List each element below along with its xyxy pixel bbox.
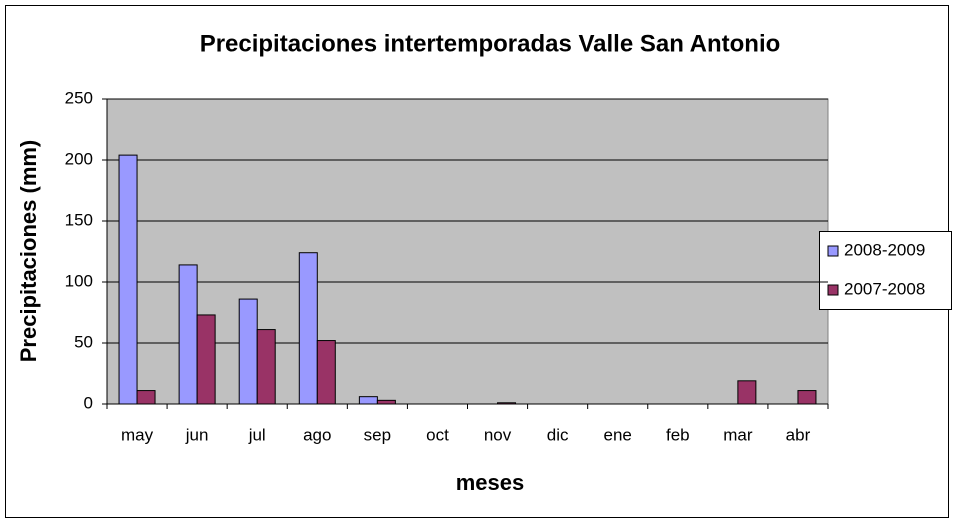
bar bbox=[178, 264, 198, 405]
x-axis-title: meses bbox=[456, 470, 525, 495]
x-tick-label: nov bbox=[484, 425, 512, 444]
x-tick-label: sep bbox=[364, 425, 391, 444]
legend-box bbox=[819, 231, 952, 310]
y-tick-label: 50 bbox=[74, 332, 93, 351]
x-tick-label: abr bbox=[786, 425, 811, 444]
bar bbox=[298, 252, 318, 405]
bar bbox=[797, 390, 817, 405]
legend-label: 2008-2009 bbox=[844, 240, 925, 259]
y-tick-label: 150 bbox=[65, 210, 93, 229]
bar bbox=[737, 380, 757, 405]
bar bbox=[358, 396, 378, 405]
bar bbox=[316, 340, 336, 405]
x-tick-label: jul bbox=[248, 425, 266, 444]
bar bbox=[376, 399, 396, 405]
plot-area bbox=[106, 98, 829, 405]
x-tick-label: jun bbox=[185, 425, 209, 444]
bar bbox=[136, 390, 156, 405]
bar bbox=[497, 402, 517, 405]
x-tick-label: oct bbox=[426, 425, 449, 444]
legend-label: 2007-2008 bbox=[844, 279, 925, 298]
x-tick-label: may bbox=[121, 425, 154, 444]
y-tick-label: 100 bbox=[65, 271, 93, 290]
y-tick-label: 200 bbox=[65, 149, 93, 168]
y-axis-title: Precipitaciones (mm) bbox=[16, 140, 41, 363]
bar bbox=[256, 329, 276, 405]
bar bbox=[238, 298, 258, 405]
legend-swatch bbox=[827, 245, 839, 257]
y-tick-label: 0 bbox=[84, 393, 93, 412]
x-tick-label: ene bbox=[604, 425, 632, 444]
legend-swatch bbox=[827, 284, 839, 296]
x-tick-label: mar bbox=[723, 425, 753, 444]
y-tick-label: 250 bbox=[65, 88, 93, 107]
bar bbox=[196, 314, 216, 405]
x-tick-label: ago bbox=[303, 425, 331, 444]
x-tick-label: feb bbox=[666, 425, 690, 444]
chart-title: Precipitaciones intertemporadas Valle Sa… bbox=[200, 30, 781, 57]
x-tick-label: dic bbox=[547, 425, 569, 444]
bar bbox=[118, 154, 138, 405]
